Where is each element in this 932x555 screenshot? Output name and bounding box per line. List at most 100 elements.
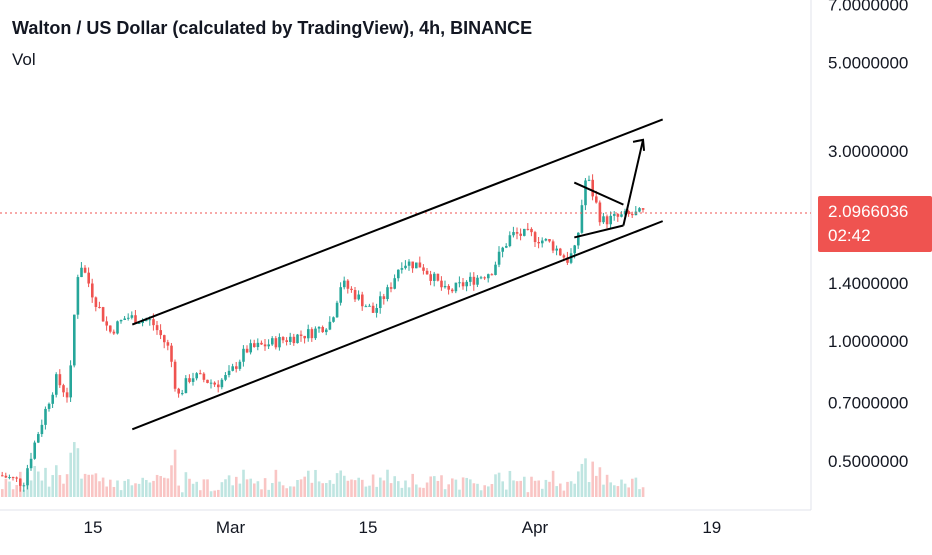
candle-body	[461, 282, 465, 287]
candle-body	[483, 277, 486, 279]
volume-bar	[328, 480, 332, 497]
candle-body	[51, 394, 54, 404]
candle-body	[263, 344, 267, 347]
volume-bar	[94, 473, 98, 497]
volume-bar	[238, 483, 242, 497]
candle-body	[191, 378, 195, 382]
volume-bar	[256, 481, 260, 497]
volume-bar	[505, 489, 508, 497]
candle-body	[19, 478, 22, 486]
candle-body	[109, 325, 112, 332]
volume-bar	[11, 489, 15, 497]
candle-body	[404, 265, 407, 269]
price-tick-label: 1.0000000	[828, 332, 908, 351]
volume-bar	[515, 481, 519, 497]
volume-bar	[616, 486, 620, 497]
volume-bar	[343, 475, 346, 497]
candle-body	[130, 315, 134, 318]
candle-body	[274, 338, 278, 348]
triangle-lower-line	[574, 224, 624, 239]
price-tick-label: 1.4000000	[828, 274, 908, 293]
volume-bar	[51, 475, 54, 497]
candle-body	[566, 257, 569, 263]
price-axis[interactable]: 7.0000000 5.0000000 3.0000000 1.4000000 1.00…	[828, 0, 908, 471]
candle-body	[533, 232, 537, 243]
volume-bar	[346, 480, 350, 497]
candles	[1, 174, 645, 492]
volume-bar	[281, 485, 285, 497]
projection-arrow-line	[622, 139, 645, 226]
time-tick-label: Mar	[216, 518, 246, 537]
volume-bar	[368, 485, 371, 497]
candle-body	[33, 442, 36, 459]
volume-bar	[429, 476, 432, 497]
price-tick-label: 7.0000000	[828, 0, 908, 14]
volume-bar	[483, 485, 486, 497]
candle-body	[465, 281, 468, 287]
volume-bars	[1, 442, 645, 497]
time-tick-label: Apr	[522, 518, 549, 537]
candle-body	[631, 214, 634, 216]
volume-bar	[533, 480, 537, 497]
candle-body	[296, 334, 299, 344]
candle-body	[555, 248, 558, 251]
volume-bar	[213, 490, 216, 497]
candle-body	[472, 276, 476, 285]
volume-bar	[436, 480, 440, 497]
channel-upper-line	[131, 118, 664, 326]
volume-bar	[584, 458, 587, 497]
candle-body	[213, 382, 216, 385]
volume-bar	[47, 486, 51, 497]
volume-bar	[537, 480, 540, 497]
volume-bar	[134, 483, 137, 497]
volume-bar	[587, 482, 591, 497]
volume-bar	[227, 475, 231, 497]
volume-bar	[544, 479, 548, 497]
volume-bar	[357, 477, 360, 497]
candle-body	[375, 308, 378, 313]
candle-body	[220, 379, 224, 388]
candle-body	[440, 280, 443, 288]
volume-indicator-label[interactable]: Vol	[12, 50, 36, 69]
volume-bar	[159, 476, 162, 497]
volume-bar	[55, 465, 58, 497]
candle-body	[303, 335, 306, 339]
candle-body	[137, 322, 141, 324]
candle-body	[314, 328, 317, 339]
candle-body	[47, 403, 51, 409]
time-axis[interactable]: 15 Mar 15 Apr 19	[84, 518, 722, 537]
price-tick-label: 3.0000000	[828, 142, 908, 161]
volume-bar	[33, 466, 36, 497]
candle-body	[501, 247, 504, 252]
candle-body	[310, 329, 314, 339]
candle-body	[127, 317, 130, 319]
candle-body	[224, 375, 227, 380]
candle-body	[361, 294, 364, 307]
candle-body	[339, 287, 342, 303]
volume-bar	[260, 489, 263, 497]
candle-body	[22, 485, 26, 487]
candle-body	[285, 340, 288, 342]
volume-bar	[350, 479, 353, 497]
candle-body	[602, 216, 605, 223]
candle-body	[177, 388, 180, 394]
projection-arrow-head	[632, 138, 646, 151]
candle-body	[523, 228, 526, 236]
volume-bar	[65, 474, 69, 497]
candle-body	[235, 366, 238, 369]
volume-bar	[487, 486, 490, 497]
candle-body	[112, 331, 116, 334]
volume-bar	[101, 477, 105, 497]
candle-body	[418, 262, 422, 268]
candle-body	[515, 232, 519, 234]
candle-body	[267, 344, 270, 347]
volume-bar	[62, 483, 65, 497]
candle-body	[476, 277, 479, 285]
candle-body	[242, 348, 245, 362]
candle-body	[40, 424, 44, 435]
volume-bar	[116, 480, 119, 497]
volume-bar	[627, 487, 630, 497]
candle-body	[400, 268, 404, 270]
